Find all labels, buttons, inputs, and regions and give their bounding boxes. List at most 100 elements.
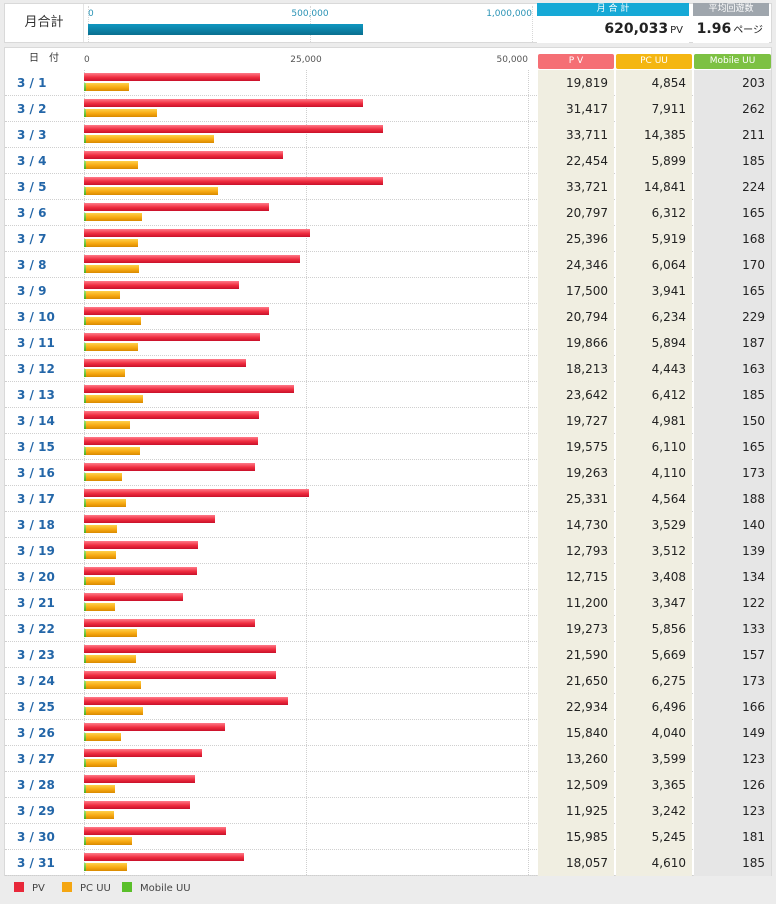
pc-uu-bar (85, 499, 127, 507)
pv-value: 19,273 (538, 616, 614, 642)
pc-uu-bar (85, 655, 136, 663)
pc-uu-bar (85, 629, 138, 637)
pv-value: 33,711 (538, 122, 614, 148)
mobile-uu-bar (84, 785, 86, 793)
pv-bar (84, 541, 198, 549)
date-label: 3 / 14 (17, 414, 55, 428)
table-row: 3 / 23 21,590 5,669 157 (5, 642, 771, 668)
pc-uu-bar (85, 811, 114, 819)
pv-value: 11,200 (538, 590, 614, 616)
table-row: 3 / 21 11,200 3,347 122 (5, 590, 771, 616)
pc-uu-bar (85, 161, 139, 169)
mobile-uu-bar (84, 603, 86, 611)
mobile-uu-value: 165 (694, 200, 771, 226)
pc-uu-bar (86, 317, 142, 325)
pc-uu-bar (85, 83, 129, 91)
pc-uu-value: 6,275 (616, 668, 692, 694)
mobile-uu-value: 140 (694, 512, 771, 538)
pc-uu-bar (85, 473, 123, 481)
avg-pages-header: 平均回遊数 (693, 3, 769, 16)
mobile-uu-bar (84, 629, 86, 637)
pv-bar (84, 151, 284, 159)
pc-uu-value: 6,234 (616, 304, 692, 330)
pv-bar (84, 567, 197, 575)
daily-chart-table: 日 付 0 25,000 50,000 P V PC UU Mobile UU 3 … (4, 47, 772, 876)
mobile-uu-value: 165 (694, 278, 771, 304)
pv-bar (84, 515, 215, 523)
table-row: 3 / 29 11,925 3,242 123 (5, 798, 771, 824)
table-row: 3 / 30 15,985 5,245 181 (5, 824, 771, 850)
total-pv-header: 月 合 計 (537, 3, 689, 16)
pc-uu-value: 6,064 (616, 252, 692, 278)
monthly-total-label: 月合計 (24, 15, 64, 30)
pv-value: 25,331 (538, 486, 614, 512)
mobile-uu-bar (84, 759, 86, 767)
pc-uu-bar (85, 733, 122, 741)
date-label: 3 / 30 (17, 830, 55, 844)
mobile-uu-bar (84, 83, 86, 91)
date-label: 3 / 31 (17, 856, 55, 870)
table-row: 3 / 13 23,642 6,412 185 (5, 382, 771, 408)
mobile-uu-value: 185 (694, 148, 771, 174)
pv-value: 13,260 (538, 746, 614, 772)
mobile-uu-column-header: Mobile UU (694, 54, 771, 69)
mobile-uu-value: 166 (694, 694, 771, 720)
table-row: 3 / 28 12,509 3,365 126 (5, 772, 771, 798)
table-row: 3 / 14 19,727 4,981 150 (5, 408, 771, 434)
pv-value: 33,721 (538, 174, 614, 200)
pv-value: 22,934 (538, 694, 614, 720)
mobile-uu-bar (84, 187, 86, 195)
chart-legend: PV PC UU Mobile UU (4, 878, 772, 900)
pc-uu-bar (85, 551, 117, 559)
table-row: 3 / 12 18,213 4,443 163 (5, 356, 771, 382)
pv-bar (84, 437, 258, 445)
legend-item: Mobile UU (122, 882, 191, 896)
pc-uu-bar (85, 837, 133, 845)
date-label: 3 / 1 (17, 76, 47, 90)
pv-bar (84, 593, 184, 601)
pv-bar (84, 177, 384, 185)
mobile-uu-bar (84, 343, 86, 351)
date-column-header: 日 付 (29, 53, 59, 64)
pv-value: 19,819 (538, 70, 614, 96)
pc-uu-value: 4,981 (616, 408, 692, 434)
mobile-uu-value: 157 (694, 642, 771, 668)
date-label: 3 / 9 (17, 284, 47, 298)
pv-bar (84, 853, 245, 861)
pc-uu-value: 7,911 (616, 96, 692, 122)
avg-pages-kpi: 平均回遊数 1.96 ページ (693, 3, 769, 43)
date-label: 3 / 19 (17, 544, 55, 558)
pv-bar (84, 619, 256, 627)
mobile-uu-value: 185 (694, 850, 771, 876)
pc-uu-bar (85, 681, 142, 689)
date-label: 3 / 29 (17, 804, 55, 818)
table-row: 3 / 19 12,793 3,512 139 (5, 538, 771, 564)
total-pv-value: 620,033 (604, 21, 669, 37)
pv-value: 15,840 (538, 720, 614, 746)
pc-uu-value: 14,841 (616, 174, 692, 200)
table-row: 3 / 26 15,840 4,040 149 (5, 720, 771, 746)
table-row: 3 / 2 31,417 7,911 262 (5, 96, 771, 122)
date-label: 3 / 11 (17, 336, 55, 350)
summary-tick-label: 1,000,000 (486, 9, 532, 19)
mobile-uu-value: 168 (694, 226, 771, 252)
pv-bar (84, 411, 260, 419)
mobile-uu-value: 149 (694, 720, 771, 746)
pc-uu-value: 5,856 (616, 616, 692, 642)
table-row: 3 / 18 14,730 3,529 140 (5, 512, 771, 538)
pv-value: 23,642 (538, 382, 614, 408)
mobile-uu-bar (84, 265, 86, 273)
date-label: 3 / 16 (17, 466, 55, 480)
pc-uu-column-header: PC UU (616, 54, 692, 69)
pc-uu-value: 6,412 (616, 382, 692, 408)
date-label: 3 / 21 (17, 596, 55, 610)
pv-bar (84, 671, 277, 679)
pc-uu-bar (85, 525, 117, 533)
mobile-uu-bar (84, 369, 86, 377)
mobile-uu-bar (84, 681, 86, 689)
pv-column-header: P V (538, 54, 614, 69)
pc-uu-value: 4,110 (616, 460, 692, 486)
date-label: 3 / 26 (17, 726, 55, 740)
pc-uu-bar (85, 759, 118, 767)
pc-uu-value: 3,242 (616, 798, 692, 824)
